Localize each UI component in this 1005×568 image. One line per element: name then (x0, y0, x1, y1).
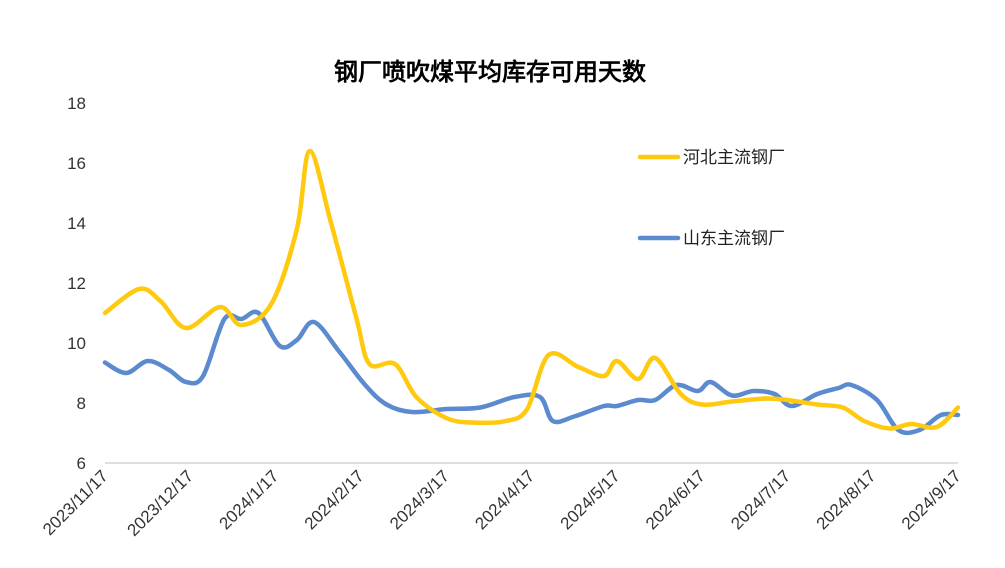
y-tick-label: 18 (67, 94, 86, 113)
series-line-1 (102, 309, 961, 436)
legend-label-1: 山东主流钢厂 (683, 229, 785, 249)
x-tick-label: 2024/6/17 (642, 466, 709, 533)
legend-label-0: 河北主流钢厂 (683, 148, 785, 168)
x-tick-label: 2023/12/17 (124, 466, 198, 540)
x-tick-label: 2024/3/17 (386, 466, 453, 533)
x-tick-label: 2024/5/17 (557, 466, 624, 533)
chart-title: 钢厂喷吹煤平均库存可用天数 (334, 58, 646, 86)
x-tick-label: 2024/8/17 (813, 466, 880, 533)
y-tick-label: 16 (67, 154, 86, 173)
y-tick-label: 12 (67, 274, 86, 293)
x-tick-label: 2024/1/17 (216, 466, 283, 533)
x-tick-label: 2024/2/17 (301, 466, 368, 533)
x-tick-label: 2024/7/17 (727, 466, 794, 533)
x-tick-label: 2023/11/17 (39, 466, 112, 539)
x-tick-label: 2024/4/17 (471, 466, 538, 533)
y-tick-label: 10 (67, 334, 86, 353)
y-tick-label: 6 (77, 454, 86, 473)
y-tick-label: 14 (67, 214, 86, 233)
x-tick-label: 2024/9/17 (898, 466, 965, 533)
series-line-0 (102, 148, 961, 431)
y-tick-label: 8 (77, 394, 86, 413)
